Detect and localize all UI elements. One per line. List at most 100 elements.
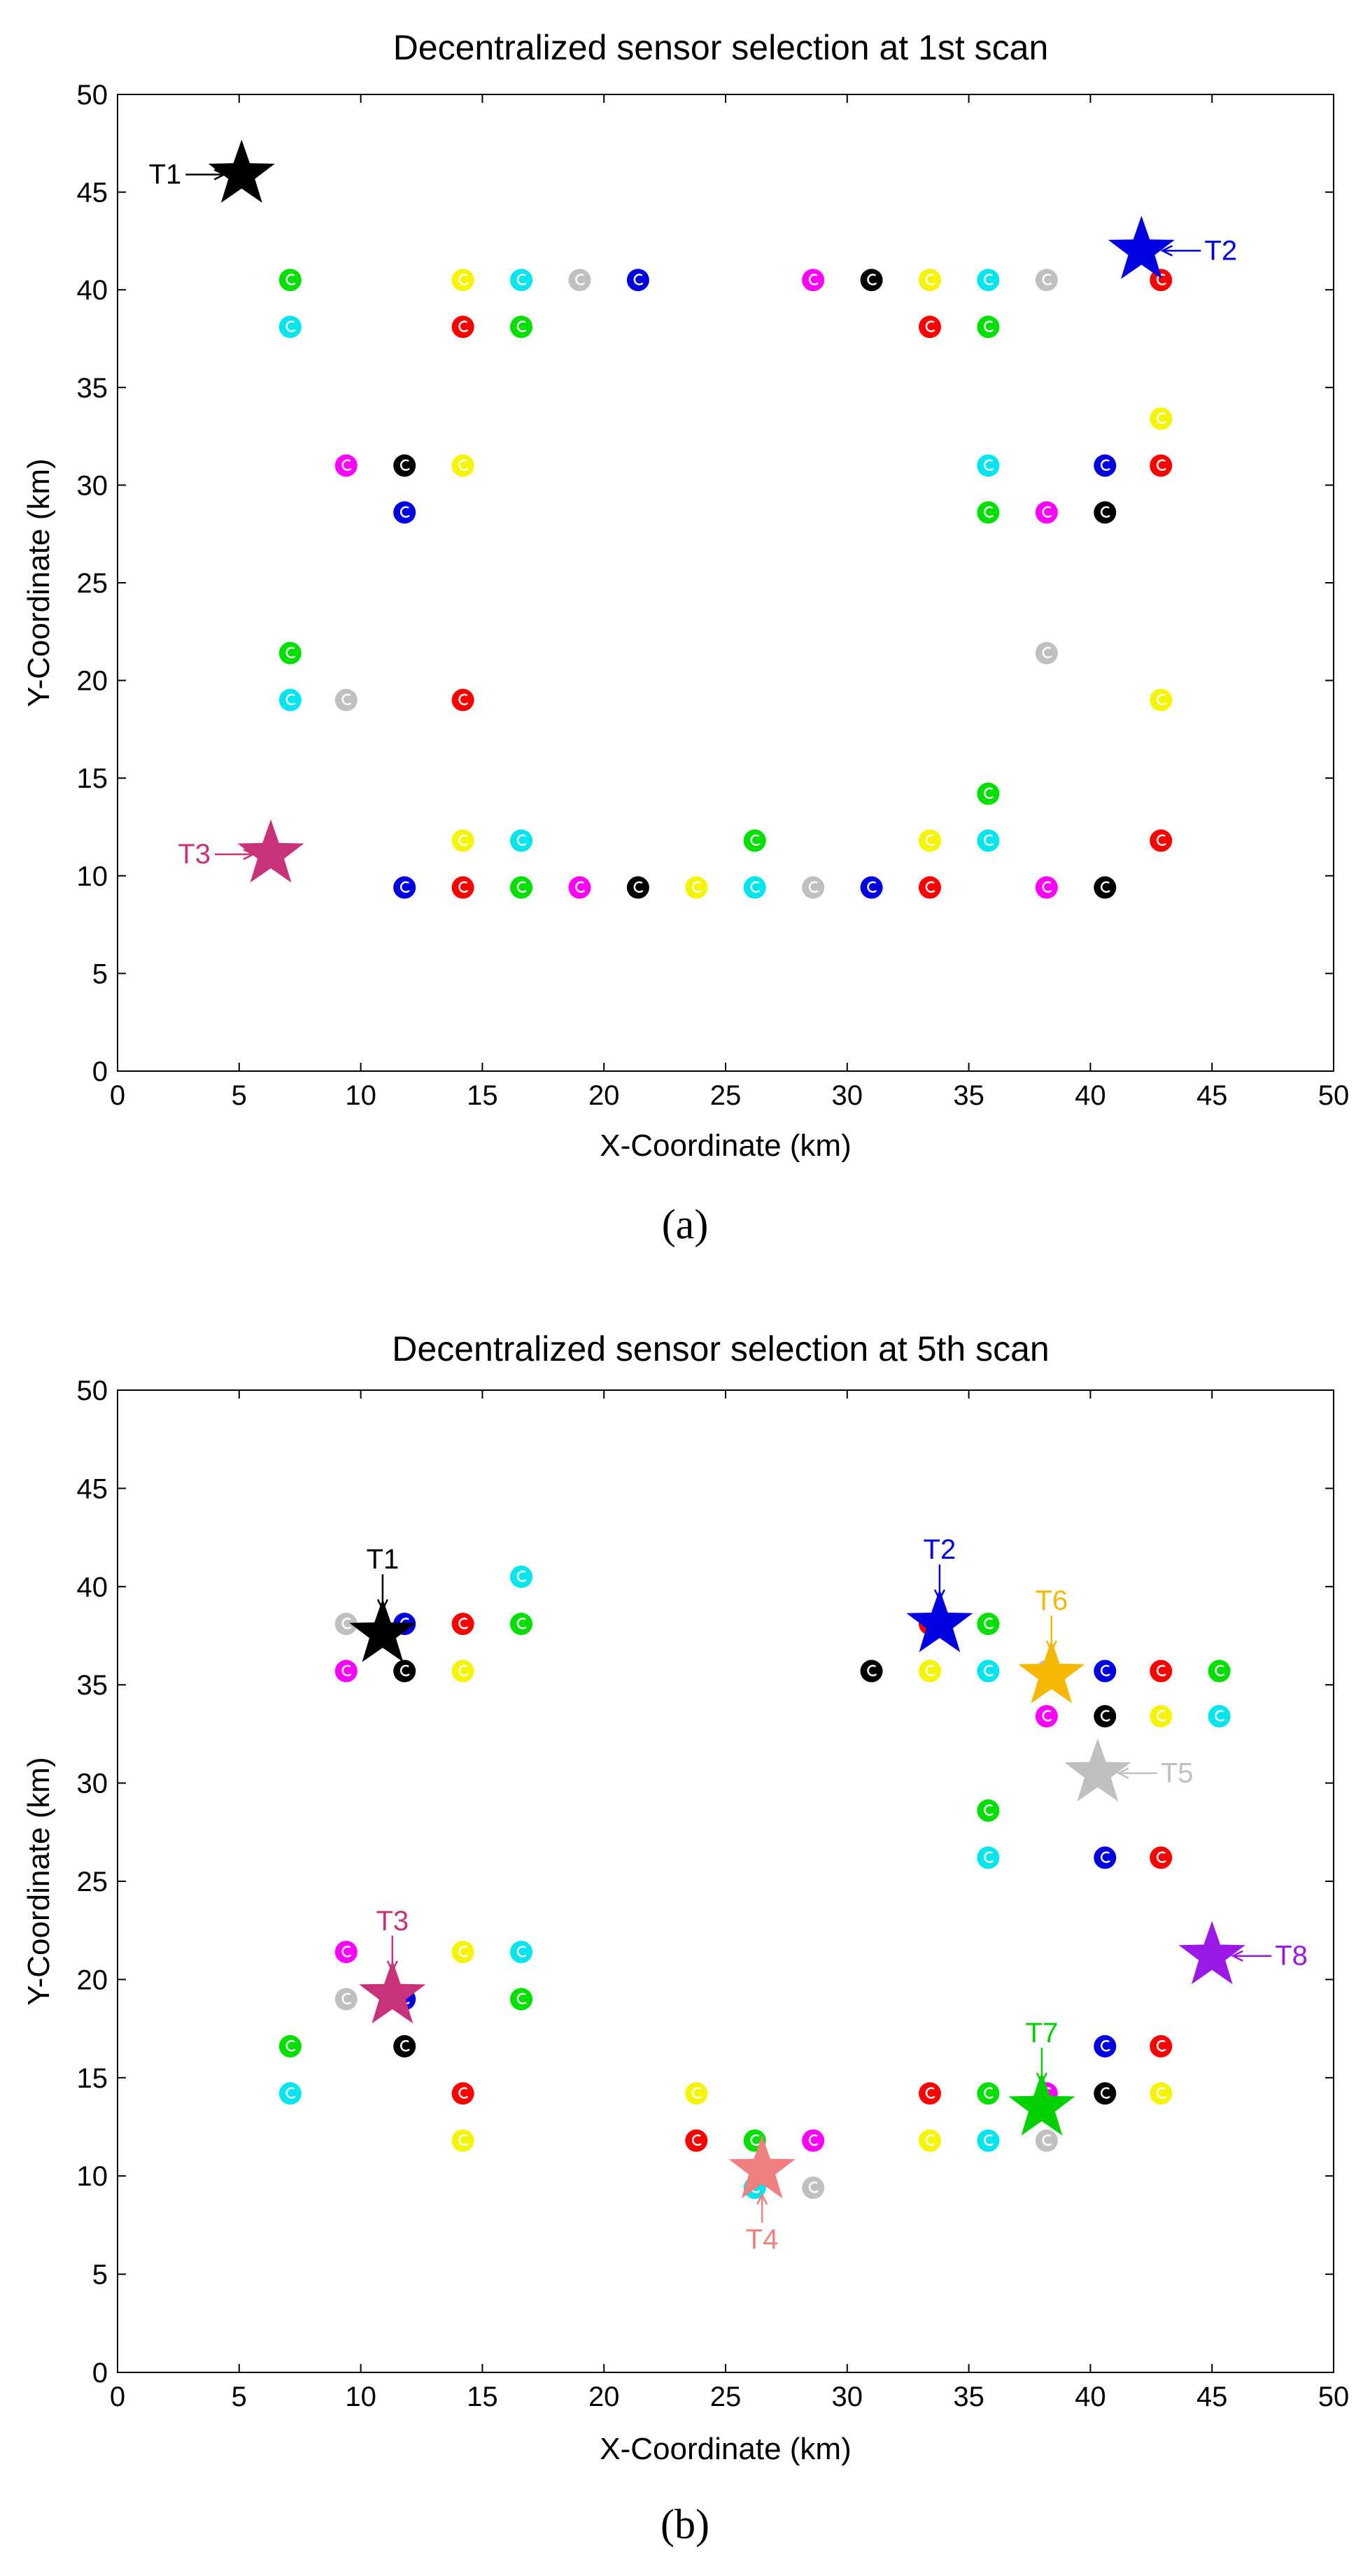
sensor-point [685,876,708,899]
sensor-point [1035,1705,1058,1728]
sensor-point [1094,876,1117,899]
y-tick-label: 0 [92,2358,108,2389]
target-label: T2 [924,1534,956,1565]
sensor-point [278,2082,302,2105]
sensor-point [278,688,302,712]
y-tick-label: 50 [77,1375,108,1406]
sensor-point [685,2082,708,2105]
y-tick-label: 0 [92,1056,108,1087]
chart-panel-b: Decentralized sensor selection at 5th sc… [22,1329,1349,2547]
caption-b: (b) [661,2501,709,2547]
y-tick-label: 10 [77,2161,108,2192]
sensor-point [918,829,941,852]
sensor-point [860,876,883,899]
sensor-point [334,1941,358,1964]
sensor-point [977,316,1000,339]
sensor-point [510,829,533,852]
target-t5: T5 [1064,1738,1194,1802]
x-tick-label: 45 [1196,2382,1228,2412]
sensor-point [451,829,474,852]
target-label: T6 [1035,1585,1068,1616]
target-t2: T2 [906,1534,973,1653]
sensor-point [568,269,591,292]
target-star [1178,1920,1245,1985]
target-arrow [386,1935,398,1973]
sensor-point [393,876,416,899]
y-tick-label: 35 [77,373,108,404]
target-star [906,1589,973,1653]
sensor-point [802,876,825,899]
sensor-point [1094,1659,1117,1683]
target-arrow [214,848,255,861]
x-tick-label: 50 [1318,1080,1350,1111]
sensor-point [1208,1659,1231,1683]
target-label: T1 [367,1544,400,1575]
y-tick-label: 25 [77,568,108,599]
x-tick-label: 40 [1075,2382,1106,2412]
x-tick-label: 40 [1075,1080,1106,1111]
caption-a: (a) [662,1201,709,1247]
y-tick-label: 25 [77,1867,108,1897]
x-axis-label-b: X-Coordinate (km) [600,2432,851,2466]
target-t2: T2 [1108,215,1237,279]
x-tick-label: 45 [1196,1080,1228,1111]
sensor-point [334,688,358,712]
target-arrow [1045,1615,1057,1653]
sensor-point [451,688,474,712]
chart-title-b: Decentralized sensor selection at 5th sc… [392,1329,1049,1368]
y-tick-label: 5 [92,958,108,989]
sensor-point [977,782,1000,805]
sensor-point [1094,454,1117,477]
sensor-point [977,501,1000,524]
sensor-point [278,316,302,339]
chart-title-a: Decentralized sensor selection at 1st sc… [393,28,1049,67]
target-label: T5 [1161,1758,1194,1789]
y-tick-label: 20 [77,1965,108,1995]
target-label: T3 [178,839,211,870]
sensor-point [1208,1705,1231,1728]
x-tick-label: 35 [953,1080,984,1111]
target-arrow [933,1564,946,1601]
sensor-point [743,876,766,899]
y-tick-label: 5 [92,2260,108,2291]
y-tick-label: 40 [77,275,108,306]
sensor-point [977,269,1000,292]
x-tick-label: 20 [588,2382,620,2412]
target-star [1008,2072,1075,2136]
sensor-point [334,1659,358,1683]
sensor-point [802,2177,825,2200]
y-tick-label: 35 [77,1670,108,1701]
sensor-point [1150,2034,1173,2058]
sensor-point [334,1613,358,1636]
y-tick-label: 40 [77,1572,108,1603]
x-axis-label-a: X-Coordinate (km) [600,1128,851,1163]
target-star [1064,1738,1131,1802]
target-star [359,1960,426,2024]
sensor-point [1150,1846,1173,1869]
x-tick-label: 15 [467,1080,498,1111]
sensor-point [1150,688,1173,712]
x-tick-label: 0 [110,2382,125,2412]
target-label: T3 [376,1906,409,1937]
sensor-point [1150,454,1173,477]
x-tick-label: 30 [832,2382,863,2412]
target-t6: T6 [1018,1585,1085,1704]
target-star [208,139,275,203]
x-tick-label: 10 [345,2382,376,2412]
sensor-point [510,1988,533,2011]
target-t3: T3 [178,819,304,883]
sensor-point [1094,2034,1117,2058]
x-tick-label: 50 [1318,2382,1350,2412]
sensor-point [510,1941,533,1964]
sensor-point [918,876,941,899]
target-arrow [1231,1950,1272,1962]
sensor-point [1035,642,1058,665]
sensor-point [1094,2082,1117,2105]
sensor-point [278,642,302,665]
y-axis-label-a: Y-Coordinate (km) [22,458,56,707]
target-star [728,2135,796,2199]
target-label: T7 [1026,2018,1059,2048]
target-arrow [185,169,227,181]
sensor-point [977,2082,1000,2105]
x-tick-label: 10 [345,1080,376,1111]
